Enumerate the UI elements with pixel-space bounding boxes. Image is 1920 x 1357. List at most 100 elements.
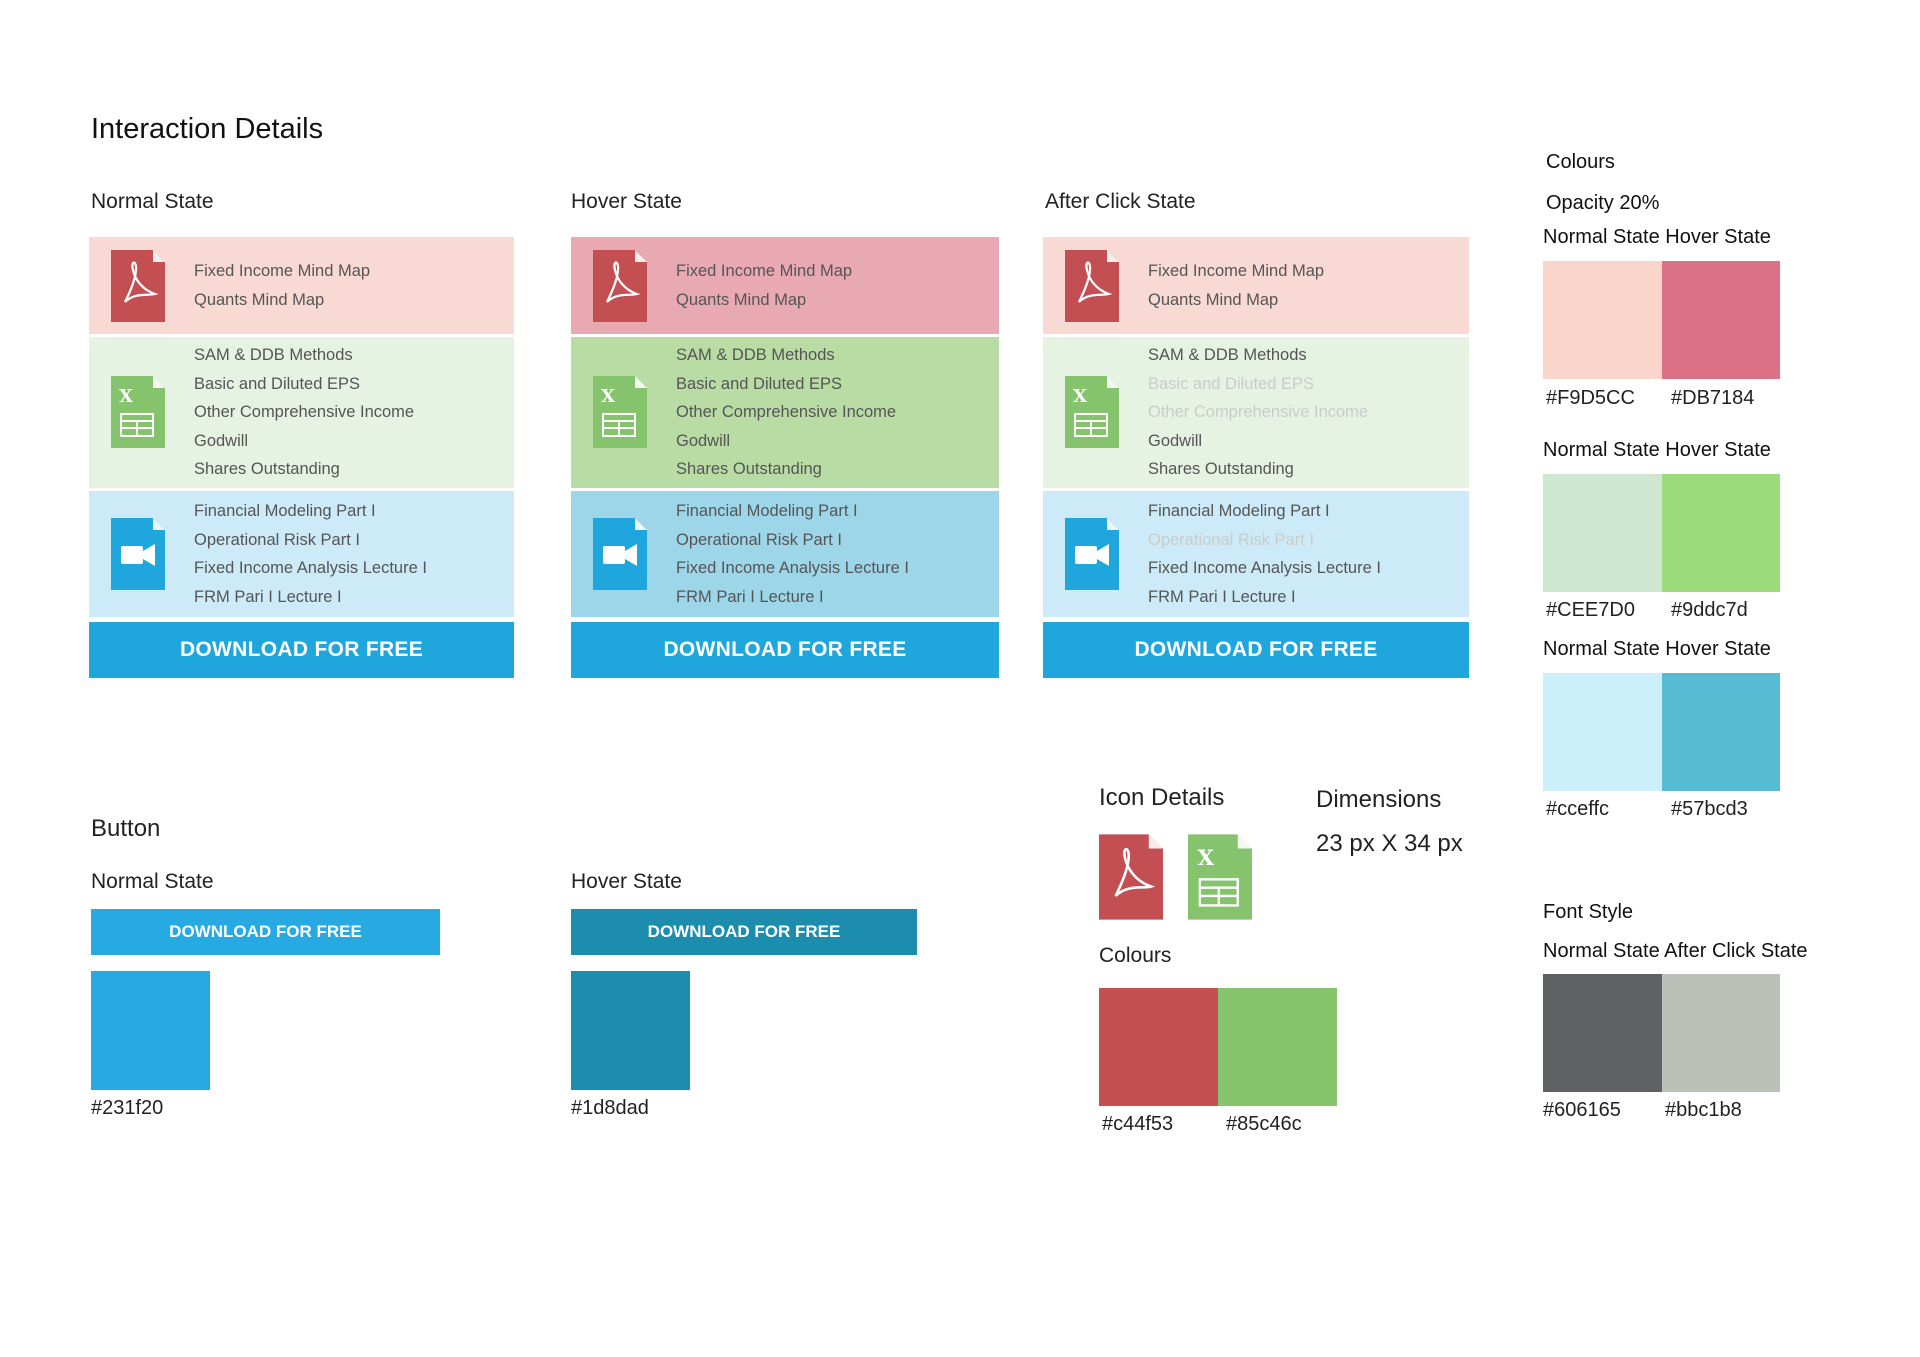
icon-green-hex: #85c46c — [1226, 1113, 1302, 1135]
icon-red-swatch — [1099, 988, 1218, 1106]
list-item[interactable]: Shares Outstanding — [194, 460, 340, 479]
download-button-hover[interactable]: DOWNLOAD FOR FREE — [571, 909, 917, 955]
green-hover-swatch — [1662, 474, 1780, 592]
spreadsheet-file-icon: X — [1065, 376, 1119, 448]
list-item-visited[interactable]: Basic and Diluted EPS — [1148, 374, 1315, 393]
xls-group[interactable]: X SAM & DDB Methods Basic and Diluted EP… — [89, 337, 514, 488]
list-item[interactable]: Quants Mind Map — [1148, 290, 1279, 309]
list-item[interactable]: Operational Risk Part I — [194, 530, 360, 549]
button-hover-hex: #1d8dad — [571, 1097, 649, 1119]
list-item[interactable]: FRM Pari I Lecture I — [194, 587, 342, 606]
list-item[interactable]: Financial Modeling Part I — [194, 502, 376, 520]
button-normal-label: Normal State — [91, 870, 214, 893]
list-item[interactable]: Basic and Diluted EPS — [676, 374, 843, 393]
list-item[interactable]: Other Comprehensive Income — [194, 403, 415, 422]
font-style-title: Font Style — [1543, 901, 1634, 923]
xls-group[interactable]: X SAM & DDB Methods Basic and Diluted EP… — [1043, 337, 1469, 488]
font-after-click-hex: #bbc1b8 — [1665, 1099, 1742, 1121]
xls-group[interactable]: X SAM & DDB Methods Basic and Diluted EP… — [571, 337, 999, 488]
blue-hover-swatch — [1662, 673, 1780, 791]
svg-text:X: X — [1073, 386, 1087, 407]
list-item[interactable]: Godwill — [194, 431, 249, 450]
list-item[interactable]: Shares Outstanding — [676, 460, 822, 479]
spreadsheet-file-icon: X — [593, 376, 647, 448]
font-after-click-swatch — [1662, 974, 1780, 1092]
resource-card-normal: Fixed Income Mind Map Quants Mind Map X … — [89, 237, 514, 678]
list-item[interactable]: FRM Pari I Lecture I — [676, 587, 824, 606]
icon-details-title: Icon Details — [1099, 784, 1225, 811]
resource-card-hover: Fixed Income Mind Map Quants Mind Map X … — [571, 237, 999, 678]
font-normal-hex: #606165 — [1543, 1099, 1621, 1121]
list-item[interactable]: Quants Mind Map — [194, 290, 325, 309]
list-item[interactable]: Fixed Income Mind Map — [676, 262, 853, 280]
video-file-icon — [111, 518, 165, 590]
button-normal-swatch — [91, 971, 210, 1090]
download-button[interactable]: DOWNLOAD FOR FREE — [1043, 622, 1469, 678]
list-item[interactable]: Fixed Income Analysis Lecture I — [676, 559, 909, 577]
icon-green-swatch — [1218, 988, 1337, 1106]
video-group[interactable]: Financial Modeling Part I Operational Ri… — [1043, 491, 1469, 617]
list-item[interactable]: Godwill — [676, 431, 731, 450]
list-item[interactable]: Fixed Income Mind Map — [194, 262, 371, 280]
list-item[interactable]: SAM & DDB Methods — [676, 346, 835, 365]
pdf-file-icon — [1065, 250, 1119, 322]
pdf-group[interactable]: Fixed Income Mind Map Quants Mind Map — [571, 237, 999, 334]
button-hover-label: Hover State — [571, 870, 682, 893]
list-item[interactable]: Other Comprehensive Income — [676, 403, 897, 422]
pdf-file-icon — [593, 250, 647, 322]
blue-normal-hex: #cceffc — [1546, 798, 1609, 820]
pink-normal-hex: #F9D5CC — [1546, 387, 1635, 409]
resource-card-after-click: Fixed Income Mind Map Quants Mind Map X … — [1043, 237, 1469, 678]
pink-normal-swatch — [1543, 261, 1662, 379]
pdf-group[interactable]: Fixed Income Mind Map Quants Mind Map — [1043, 237, 1469, 334]
svg-text:X: X — [1197, 846, 1214, 871]
icon-red-hex: #c44f53 — [1102, 1113, 1174, 1135]
list-item[interactable]: Fixed Income Analysis Lecture I — [194, 559, 427, 577]
list-item[interactable]: Shares Outstanding — [1148, 460, 1294, 479]
list-item[interactable]: Basic and Diluted EPS — [194, 374, 361, 393]
video-group[interactable]: Financial Modeling Part I Operational Ri… — [89, 491, 514, 617]
pdf-file-icon — [111, 250, 165, 322]
blue-normal-swatch — [1543, 673, 1662, 791]
swatch-pair-label: Normal State Hover State — [1543, 226, 1771, 248]
dimensions-title: Dimensions — [1316, 786, 1442, 813]
pdf-group[interactable]: Fixed Income Mind Map Quants Mind Map — [89, 237, 514, 334]
video-file-icon — [593, 518, 647, 590]
list-item[interactable]: FRM Pari I Lecture I — [1148, 587, 1296, 606]
spreadsheet-file-icon: X — [111, 376, 165, 448]
green-normal-swatch — [1543, 474, 1662, 592]
list-item[interactable]: Fixed Income Mind Map — [1148, 262, 1325, 280]
list-item[interactable]: SAM & DDB Methods — [1148, 346, 1307, 365]
list-item-visited[interactable]: Other Comprehensive Income — [1148, 403, 1369, 422]
opacity-label: Opacity 20% — [1546, 192, 1660, 214]
list-item[interactable]: Fixed Income Analysis Lecture I — [1148, 559, 1381, 577]
pink-hover-swatch — [1662, 261, 1780, 379]
button-section-title: Button — [91, 815, 161, 842]
pink-hover-hex: #DB7184 — [1671, 387, 1755, 409]
list-item[interactable]: Operational Risk Part I — [676, 530, 842, 549]
video-group[interactable]: Financial Modeling Part I Operational Ri… — [571, 491, 999, 617]
state-label-normal: Normal State — [91, 190, 214, 213]
green-normal-hex: #CEE7D0 — [1546, 599, 1635, 621]
state-label-hover: Hover State — [571, 190, 682, 213]
list-item[interactable]: Financial Modeling Part I — [1148, 502, 1330, 520]
list-item[interactable]: Quants Mind Map — [676, 290, 807, 309]
svg-text:X: X — [601, 386, 615, 407]
video-file-icon — [1065, 518, 1119, 590]
download-button-normal[interactable]: DOWNLOAD FOR FREE — [91, 909, 440, 955]
list-item-visited[interactable]: Operational Risk Part I — [1148, 530, 1314, 549]
swatch-pair-label: Normal State Hover State — [1543, 439, 1771, 461]
font-normal-swatch — [1543, 974, 1662, 1092]
download-button[interactable]: DOWNLOAD FOR FREE — [89, 622, 514, 678]
list-item[interactable]: Financial Modeling Part I — [676, 502, 858, 520]
icon-colours-title: Colours — [1099, 944, 1172, 967]
list-item[interactable]: SAM & DDB Methods — [194, 346, 353, 365]
pdf-file-icon — [1099, 834, 1163, 920]
download-button[interactable]: DOWNLOAD FOR FREE — [571, 622, 999, 678]
page-title: Interaction Details — [91, 113, 324, 145]
state-label-after-click: After Click State — [1045, 190, 1196, 213]
swatch-pair-label: Normal State Hover State — [1543, 638, 1771, 660]
spreadsheet-file-icon: X — [1188, 834, 1252, 920]
list-item[interactable]: Godwill — [1148, 431, 1203, 450]
blue-hover-hex: #57bcd3 — [1671, 798, 1748, 820]
